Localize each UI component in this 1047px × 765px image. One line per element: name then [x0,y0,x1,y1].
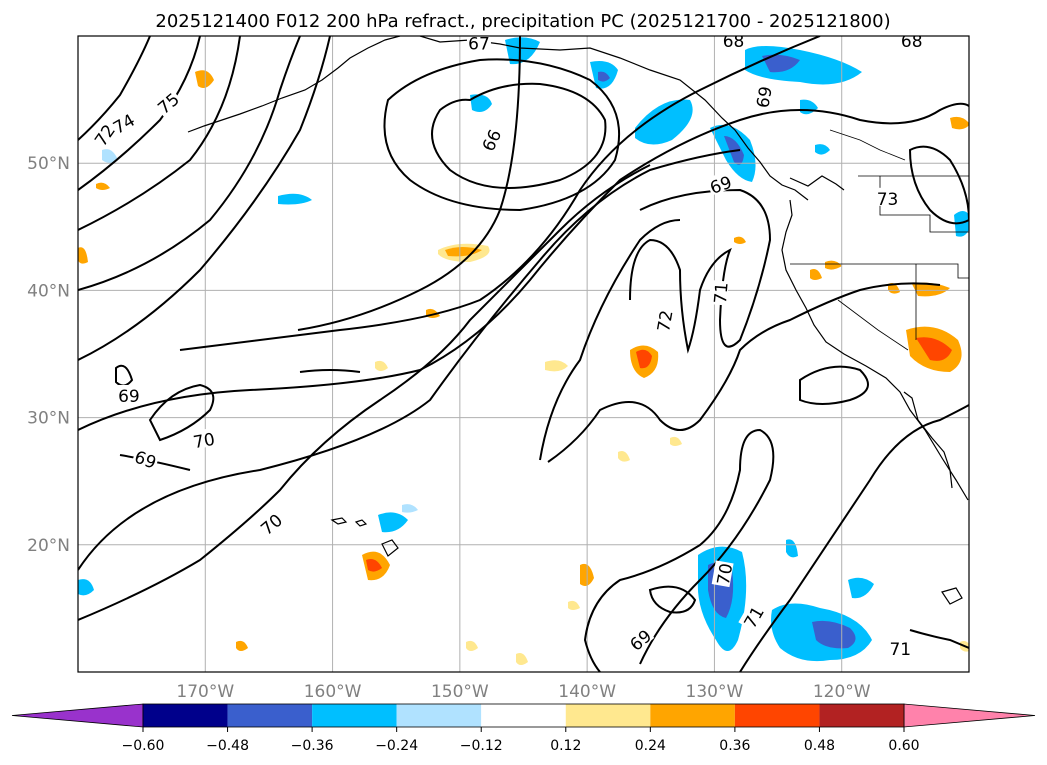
colorbar-tick-label-2: −0.36 [291,738,334,754]
lon-tick-label-4: 130°W [686,682,744,702]
lon-tick-label-1: 160°W [304,682,362,702]
svg-text:67: 67 [468,35,490,55]
colorbar-segment-2 [312,704,397,727]
lon-tick-label-0: 170°W [176,682,234,702]
lon-tick-label-2: 150°W [431,682,489,702]
refractivity-contours [78,36,969,672]
svg-text:70: 70 [192,430,217,453]
svg-text:69: 69 [753,85,776,110]
contour-label-19: 71 [888,638,913,660]
svg-text:68: 68 [723,32,745,52]
lat-tick-label-3: 50°N [27,154,70,174]
lon-tick-label-5: 120°W [813,682,871,702]
contour-label-6: 68 [899,32,924,52]
svg-text:73: 73 [877,190,899,210]
lon-tick-label-3: 140°W [558,682,616,702]
contour-label-3: 67 [466,35,491,55]
contour-label-10: 71 [708,280,733,306]
coastlines [187,36,969,605]
colorbar-tick-label-1: −0.48 [206,738,249,754]
latitude-tick-labels: 20°N 30°N 40°N 50°N [27,154,70,556]
colorbar-extend-high [903,703,1036,728]
svg-text:68: 68 [901,32,923,52]
colorbar-tick-label-4: −0.12 [460,738,503,754]
svg-text:70: 70 [714,562,737,587]
svg-text:71: 71 [711,281,733,304]
colorbar-tick-label-7: 0.36 [719,738,750,754]
map-frame [77,35,970,673]
colorbar-tick-label-8: 0.48 [804,738,835,754]
contour-label-11: 72 [651,307,677,334]
colorbar-segment-6 [650,704,735,727]
contour-label-5: 68 [721,32,746,52]
colorbar-segment-7 [734,704,820,727]
colorbar-tick-label-6: 0.24 [635,738,666,754]
colorbar-extend-low [11,703,144,728]
colorbar-segment-8 [819,704,904,727]
chart-title: 2025121400 F012 200 hPa refract., precip… [155,11,890,32]
colorbar-segment-1 [227,704,313,727]
lat-tick-label-0: 20°N [27,536,70,556]
svg-text:69: 69 [118,387,140,407]
colorbar-tick-label-5: 0.12 [550,738,581,754]
lat-tick-label-1: 30°N [27,409,70,429]
colorbar-segment-5 [565,704,651,727]
colorbar-tick-label-0: −0.60 [122,738,165,754]
svg-text:71: 71 [889,640,911,660]
lat-tick-label-2: 40°N [27,281,70,301]
longitude-tick-labels: 170°W 160°W 150°W 140°W 130°W 120°W [176,682,870,702]
colorbar-tick-label-3: −0.24 [375,738,418,754]
contour-label-12: 69 [116,384,141,407]
colorbar-segment-4 [481,704,566,727]
colorbar: −0.60 −0.48 −0.36 −0.24 −0.12 0.12 0.24 0.36 0.4… [11,703,1036,754]
contour-label-16: 70 [711,560,737,588]
colorbar-segment-0 [143,704,228,727]
contour-label-7: 69 [751,83,777,111]
colorbar-tick-label-9: 0.60 [888,738,919,754]
contour-label-9: 73 [875,187,900,210]
contour-label-13: 70 [190,427,218,453]
colorbar-segment-3 [396,704,482,727]
gridlines [78,36,969,672]
svg-text:72: 72 [654,309,677,334]
